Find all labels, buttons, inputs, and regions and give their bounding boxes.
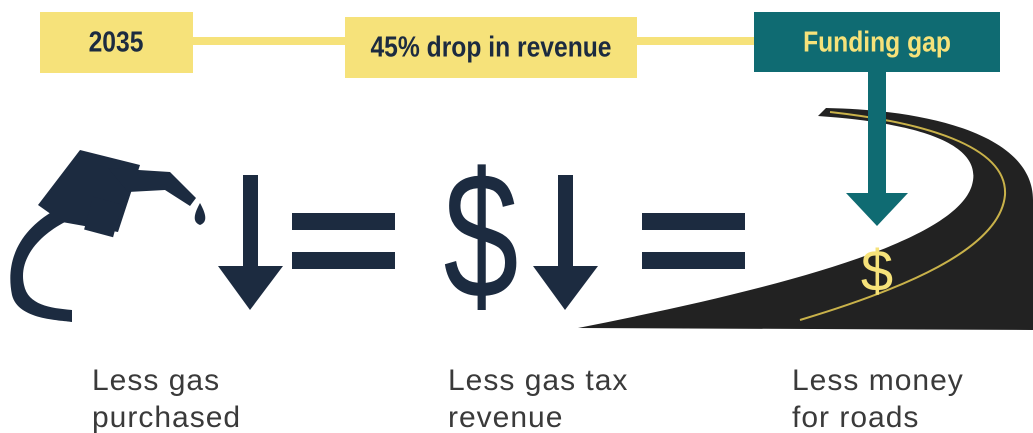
- gap-box: [754, 12, 1000, 72]
- caption-line: Less money: [792, 364, 964, 397]
- equals-sign: [642, 213, 745, 269]
- year-label: 2035: [89, 26, 144, 58]
- caption-line: for roads: [792, 401, 919, 433]
- drop-box: [345, 17, 637, 78]
- gap-label: Funding gap: [803, 26, 951, 58]
- caption-line: revenue: [448, 401, 563, 433]
- year-box: [40, 12, 193, 73]
- caption-line: purchased: [92, 401, 241, 433]
- caption-line: Less gas: [92, 364, 220, 397]
- gas-pump-icon: [10, 150, 206, 322]
- gap-arrow-shaft: [868, 72, 886, 197]
- equals-sign: [292, 213, 395, 269]
- drop-label: 45% drop in revenue: [370, 31, 611, 63]
- road-dollar: $: [861, 238, 893, 303]
- revenue-dollar: $: [443, 135, 518, 336]
- down-arrow: [533, 175, 598, 310]
- road-line: [799, 111, 1007, 321]
- road: [578, 108, 1033, 330]
- down-arrow: [218, 175, 283, 310]
- caption-line: Less gas tax: [448, 364, 628, 397]
- gap-arrow-head: [846, 193, 908, 226]
